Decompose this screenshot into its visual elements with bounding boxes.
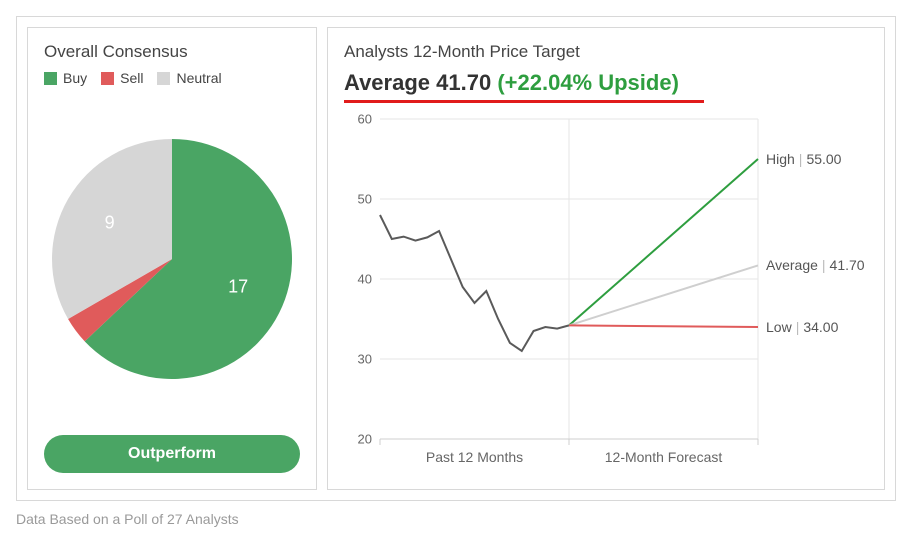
forecast-label-high: High|55.00: [766, 151, 841, 167]
y-tick-label: 30: [344, 352, 372, 367]
average-label-prefix: Average: [344, 70, 430, 95]
data-source-footnote: Data Based on a Poll of 27 Analysts: [16, 511, 897, 527]
consensus-rating-pill: Outperform: [44, 435, 300, 473]
forecast-label-low: Low|34.00: [766, 319, 838, 335]
forecast-line-low: [569, 325, 758, 327]
y-tick-label: 60: [344, 112, 372, 127]
price-target-chart: 20 30 40 50 60 High|55.00 Average|41.70 Low|34.…: [344, 113, 868, 473]
price-target-panel: Analysts 12-Month Price Target Average 4…: [327, 27, 885, 490]
x-label-past: Past 12 Months: [426, 449, 523, 465]
legend-neutral-label: Neutral: [176, 70, 221, 86]
legend-neutral: Neutral: [157, 70, 221, 86]
legend-neutral-swatch: [157, 72, 170, 85]
legend-buy-swatch: [44, 72, 57, 85]
y-tick-label: 40: [344, 272, 372, 287]
analyst-card: Overall Consensus Buy Sell Neutral 179 O…: [16, 16, 896, 501]
average-upside: (+22.04% Upside): [497, 70, 679, 95]
forecast-line-average: [569, 265, 758, 325]
average-value: 41.70: [436, 70, 491, 95]
forecast-line-high: [569, 159, 758, 325]
consensus-legend: Buy Sell Neutral: [44, 70, 300, 86]
line-chart-svg: [344, 113, 868, 473]
y-tick-label: 20: [344, 432, 372, 447]
consensus-title: Overall Consensus: [44, 42, 300, 62]
legend-sell-swatch: [101, 72, 114, 85]
consensus-panel: Overall Consensus Buy Sell Neutral 179 O…: [27, 27, 317, 490]
legend-sell: Sell: [101, 70, 143, 86]
legend-sell-label: Sell: [120, 70, 143, 86]
headline-underline: [344, 100, 704, 103]
x-label-forecast: 12-Month Forecast: [605, 449, 723, 465]
y-tick-label: 50: [344, 192, 372, 207]
price-target-title: Analysts 12-Month Price Target: [344, 42, 868, 62]
forecast-label-average: Average|41.70: [766, 257, 865, 273]
consensus-pie: 179: [44, 90, 300, 427]
history-line: [380, 215, 569, 351]
legend-buy: Buy: [44, 70, 87, 86]
pie-chart-svg: [52, 139, 292, 379]
legend-buy-label: Buy: [63, 70, 87, 86]
average-price-line: Average 41.70 (+22.04% Upside): [344, 70, 868, 96]
